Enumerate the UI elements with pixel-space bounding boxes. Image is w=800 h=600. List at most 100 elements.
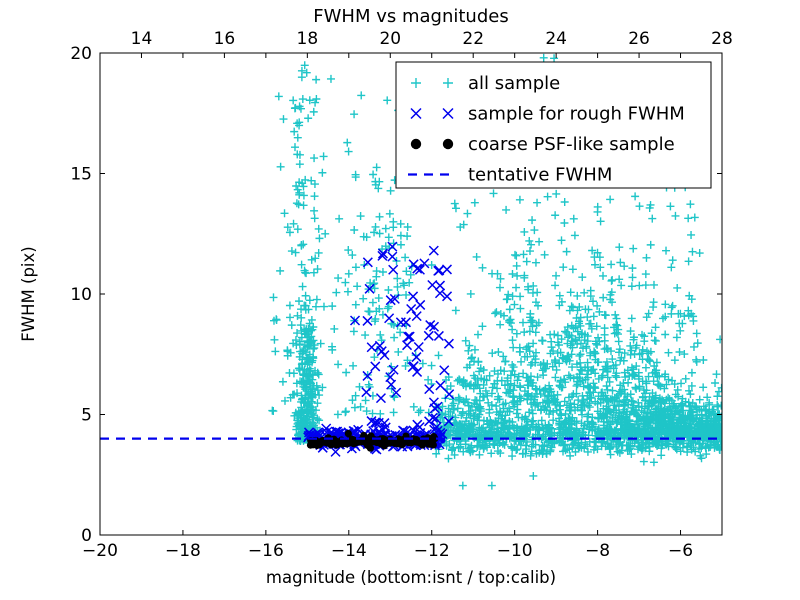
data-point-plus bbox=[364, 307, 373, 316]
data-point-plus bbox=[603, 385, 612, 394]
data-point-plus bbox=[550, 356, 559, 365]
legend-label: coarse PSF-like sample bbox=[468, 134, 675, 155]
data-point-plus bbox=[536, 406, 545, 415]
data-point-plus bbox=[341, 278, 350, 287]
data-point-plus bbox=[475, 416, 484, 425]
data-point-cross bbox=[441, 264, 453, 275]
data-point-plus bbox=[572, 314, 581, 323]
data-point-plus bbox=[552, 271, 561, 280]
data-point-plus bbox=[640, 337, 649, 346]
data-point-cross bbox=[362, 315, 373, 326]
data-point-plus bbox=[526, 309, 535, 318]
data-point-plus bbox=[312, 295, 321, 304]
data-point-plus bbox=[418, 359, 427, 368]
data-point-plus bbox=[638, 438, 647, 447]
data-point-cross bbox=[350, 426, 361, 438]
data-point-plus bbox=[531, 258, 540, 267]
data-point-plus bbox=[643, 355, 652, 364]
data-point-plus bbox=[396, 240, 405, 249]
data-point-plus bbox=[298, 377, 307, 386]
data-point-plus bbox=[546, 330, 555, 339]
data-point-plus bbox=[512, 251, 521, 260]
data-point-plus bbox=[538, 423, 547, 432]
data-point-plus bbox=[351, 263, 360, 272]
data-point-plus bbox=[341, 407, 350, 416]
data-point-plus bbox=[300, 61, 309, 70]
legend[interactable]: all sample sample for rough FWHM coarse PS… bbox=[395, 61, 712, 189]
data-point-plus bbox=[525, 347, 534, 356]
x-tick-label: −6 bbox=[668, 541, 693, 561]
data-point-cross bbox=[366, 342, 377, 353]
data-point-plus bbox=[631, 192, 640, 201]
data-point-plus bbox=[627, 396, 636, 405]
data-point-plus bbox=[477, 374, 486, 383]
data-point-plus bbox=[530, 226, 539, 235]
data-point-plus bbox=[667, 303, 676, 312]
data-point-plus bbox=[390, 333, 399, 342]
data-point-plus bbox=[543, 425, 552, 434]
data-point-plus bbox=[384, 233, 393, 242]
data-point-plus bbox=[305, 378, 314, 387]
data-point-plus bbox=[603, 423, 612, 432]
data-point-plus bbox=[295, 190, 304, 199]
data-point-plus bbox=[451, 306, 460, 315]
data-point-plus bbox=[527, 447, 536, 456]
data-point-dot bbox=[409, 435, 417, 443]
data-point-plus bbox=[371, 222, 380, 231]
data-point-plus bbox=[333, 410, 342, 419]
data-point-plus bbox=[377, 336, 386, 345]
data-point-plus bbox=[566, 288, 575, 297]
data-point-plus bbox=[274, 92, 283, 101]
data-point-cross bbox=[385, 295, 396, 306]
data-point-plus bbox=[555, 437, 564, 446]
data-point-plus bbox=[295, 121, 304, 130]
data-point-plus bbox=[578, 273, 587, 282]
data-point-plus bbox=[543, 192, 552, 201]
data-point-cross bbox=[443, 338, 454, 349]
data-point-plus bbox=[657, 408, 666, 417]
data-point-plus bbox=[359, 294, 368, 303]
data-point-cross bbox=[349, 315, 361, 326]
y-tick-label: 5 bbox=[81, 406, 92, 426]
data-point-plus bbox=[513, 271, 522, 280]
data-point-plus bbox=[485, 429, 494, 438]
data-point-plus bbox=[609, 364, 618, 373]
data-point-plus bbox=[568, 265, 577, 274]
data-point-plus bbox=[303, 354, 312, 363]
data-point-plus bbox=[378, 267, 387, 276]
data-point-plus bbox=[459, 397, 468, 406]
data-point-plus bbox=[478, 392, 487, 401]
data-point-plus bbox=[549, 416, 558, 425]
data-point-plus bbox=[505, 423, 514, 432]
data-point-plus bbox=[545, 399, 554, 408]
data-point-plus bbox=[590, 347, 599, 356]
data-point-cross bbox=[434, 288, 446, 299]
data-point-plus bbox=[622, 413, 631, 422]
data-point-plus bbox=[569, 324, 578, 333]
y-axis-label: FWHM (pix) bbox=[19, 246, 38, 341]
data-point-plus bbox=[654, 421, 663, 430]
data-point-plus bbox=[528, 216, 537, 225]
data-point-plus bbox=[372, 267, 381, 276]
data-point-plus bbox=[427, 261, 436, 270]
data-point-plus bbox=[702, 414, 711, 423]
data-point-plus bbox=[578, 391, 587, 400]
data-point-plus bbox=[313, 368, 322, 377]
data-point-plus bbox=[280, 396, 289, 405]
data-point-plus bbox=[647, 397, 656, 406]
data-point-plus bbox=[516, 304, 525, 313]
data-point-cross bbox=[429, 403, 440, 414]
data-point-plus bbox=[449, 443, 458, 452]
data-point-plus bbox=[375, 212, 384, 221]
data-point-cross bbox=[435, 427, 446, 438]
data-point-plus bbox=[698, 429, 707, 438]
y-tick-label: 0 bbox=[81, 526, 92, 546]
data-point-cross bbox=[406, 303, 417, 315]
data-point-plus bbox=[466, 289, 475, 298]
data-point-plus bbox=[316, 339, 325, 348]
data-point-plus bbox=[293, 311, 302, 320]
data-point-plus bbox=[639, 385, 648, 394]
data-point-plus bbox=[402, 267, 411, 276]
data-point-plus bbox=[644, 372, 653, 381]
